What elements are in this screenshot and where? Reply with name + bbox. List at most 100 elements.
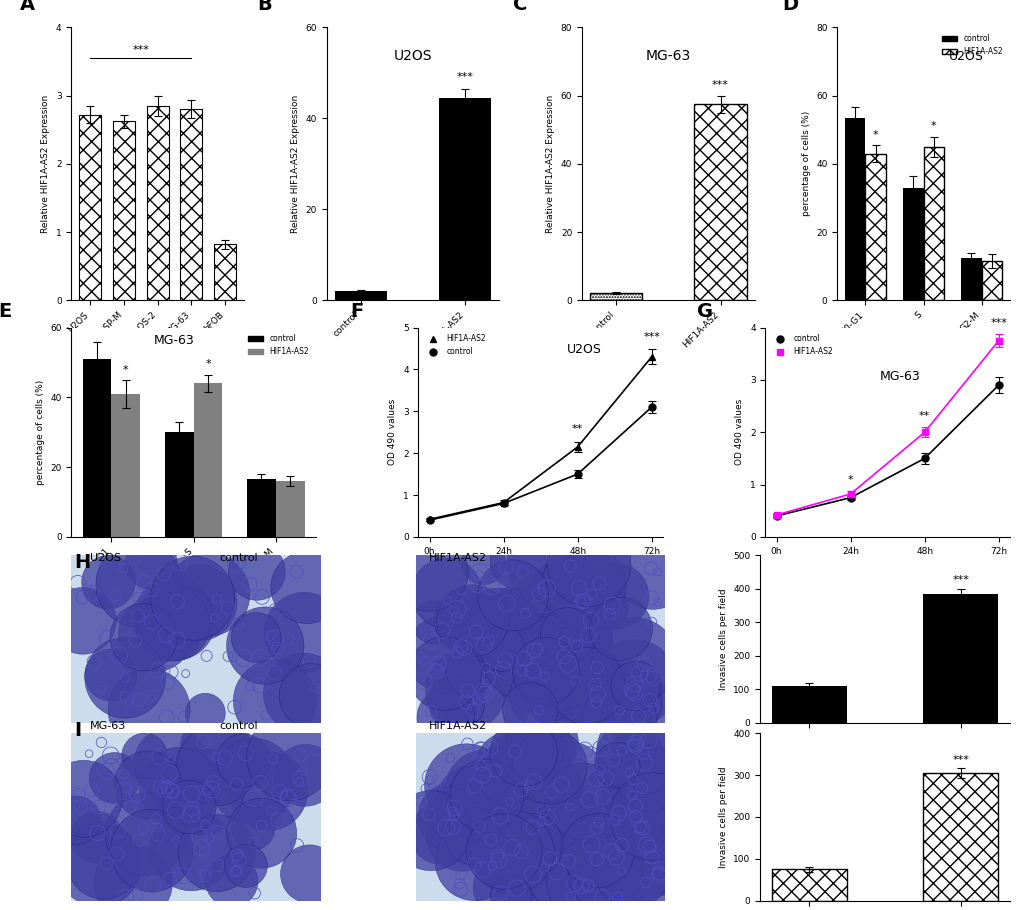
- Point: [84, 586, 100, 601]
- Point: [445, 808, 462, 823]
- Bar: [194, 383, 222, 537]
- Point: [555, 649, 572, 663]
- Point: [417, 782, 433, 796]
- Point: [482, 833, 498, 847]
- Point: [194, 841, 210, 855]
- Point: [517, 650, 533, 664]
- Point: [270, 813, 286, 827]
- Point: [472, 758, 488, 773]
- Point: [436, 666, 452, 681]
- Point: [498, 596, 515, 611]
- Point: [635, 812, 651, 826]
- Point: [638, 838, 654, 853]
- Point: [500, 809, 517, 824]
- Point: [299, 581, 315, 595]
- Point: [643, 615, 659, 630]
- Text: HIF1A-AS2: HIF1A-AS2: [428, 553, 486, 563]
- Point: [525, 820, 541, 834]
- Point: [512, 783, 528, 797]
- Point: [100, 575, 116, 590]
- Point: [91, 857, 107, 872]
- Point: [538, 581, 554, 596]
- Point: [415, 674, 431, 689]
- Point: [148, 812, 164, 826]
- Bar: [770, 869, 847, 901]
- Point: [624, 711, 640, 725]
- Point: [308, 745, 324, 760]
- Point: [576, 743, 592, 757]
- Point: [484, 617, 500, 632]
- Point: [422, 566, 438, 581]
- Point: [254, 819, 270, 834]
- Point: [168, 834, 184, 848]
- Point: [436, 779, 452, 794]
- Point: [158, 710, 174, 724]
- Point: [642, 791, 658, 805]
- Point: [640, 668, 656, 682]
- Point: [125, 875, 142, 890]
- Point: [276, 612, 292, 626]
- Point: [526, 643, 542, 658]
- Point: [145, 878, 161, 893]
- HIF1A-AS2: [844, 489, 856, 500]
- Point: [172, 789, 189, 804]
- Point: [162, 750, 178, 764]
- Point: [192, 784, 208, 799]
- Point: [249, 564, 265, 579]
- Point: [219, 601, 235, 615]
- Point: [162, 784, 178, 798]
- Point: [433, 623, 449, 638]
- Point: [466, 779, 482, 794]
- Point: [458, 778, 474, 793]
- Point: [495, 844, 512, 859]
- Point: [626, 653, 642, 668]
- Point: [70, 787, 87, 802]
- Point: [252, 775, 268, 790]
- Point: [560, 854, 577, 868]
- Point: [547, 578, 564, 592]
- Point: [209, 858, 225, 873]
- Point: [534, 804, 550, 818]
- Bar: [214, 245, 235, 300]
- Text: control: control: [219, 721, 258, 731]
- Point: [523, 838, 539, 853]
- Point: [579, 563, 595, 578]
- Point: [643, 850, 659, 864]
- Point: [265, 752, 281, 766]
- Point: [567, 673, 583, 688]
- Point: [499, 769, 516, 784]
- Point: [627, 809, 643, 824]
- Bar: [180, 109, 202, 300]
- Point: [175, 710, 192, 724]
- Point: [126, 888, 143, 903]
- Point: [421, 773, 437, 787]
- Point: [205, 774, 221, 789]
- Point: [541, 759, 557, 774]
- Bar: [334, 291, 386, 300]
- Point: [582, 612, 598, 627]
- Point: [624, 861, 640, 875]
- Point: [608, 890, 625, 905]
- Point: [480, 671, 496, 685]
- Point: [191, 829, 207, 844]
- Point: [434, 647, 450, 662]
- Point: [156, 567, 172, 581]
- Y-axis label: Relative HIF1A-AS2 Expression: Relative HIF1A-AS2 Expression: [546, 95, 554, 233]
- Point: [643, 591, 659, 605]
- Text: U2OS: U2OS: [90, 553, 121, 563]
- Point: [578, 875, 594, 890]
- Point: [466, 829, 482, 844]
- Point: [480, 633, 496, 648]
- Text: U2OS: U2OS: [567, 343, 601, 356]
- Point: [197, 864, 213, 879]
- HIF1A-AS2: [918, 427, 930, 438]
- Point: [525, 867, 541, 882]
- Point: [650, 866, 666, 881]
- Point: [532, 799, 548, 814]
- Text: *: *: [205, 359, 211, 369]
- Point: [543, 785, 559, 800]
- Point: [641, 693, 657, 707]
- Point: [626, 685, 642, 700]
- Point: [131, 693, 148, 707]
- Point: [489, 849, 505, 864]
